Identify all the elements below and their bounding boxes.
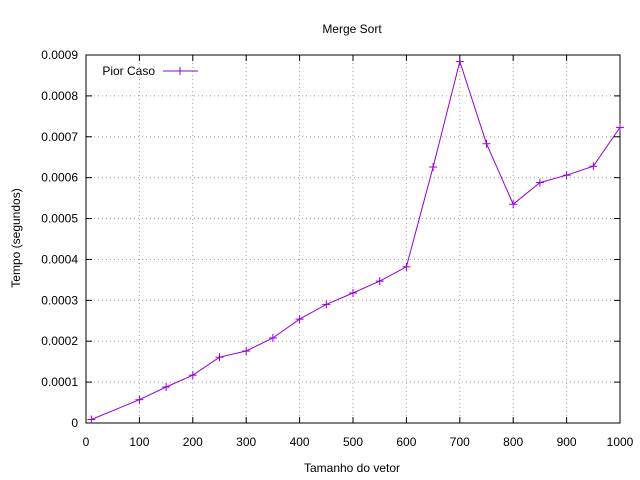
x-tick-label: 0 [83, 435, 90, 449]
x-tick-label: 300 [236, 435, 256, 449]
x-axis-label: Tamanho do vetor [304, 461, 400, 475]
x-tick-label: 800 [503, 435, 523, 449]
series-layer [87, 57, 624, 424]
data-point [349, 288, 357, 297]
data-point [295, 315, 304, 324]
y-tick-label: 0.0002 [41, 334, 78, 348]
y-tick-label: 0.0005 [41, 212, 78, 226]
y-tick-label: 0.0004 [41, 252, 78, 266]
series-line [91, 59, 621, 420]
axis-ticks: 0 0.0001 0.0002 0.0003 0.0004 0.0005 0.0006 0.0… [41, 48, 633, 449]
x-tick-label: 600 [396, 435, 416, 449]
legend-sample [163, 67, 198, 75]
data-point [429, 163, 438, 172]
x-tick-label: 700 [450, 435, 470, 449]
y-tick-label: 0.0007 [41, 130, 78, 144]
data-point [482, 139, 491, 148]
y-axis-label: Tempo (segundos) [9, 188, 23, 287]
data-point [162, 383, 171, 392]
x-tick-label: 400 [290, 435, 310, 449]
data-point [509, 200, 518, 209]
data-point [242, 347, 251, 356]
data-point [135, 395, 144, 404]
data-point [87, 415, 96, 424]
chart-title: Merge Sort [322, 22, 382, 36]
y-tick-label: 0.0001 [41, 375, 78, 389]
x-tick-label: 100 [129, 435, 149, 449]
y-tick-label: 0.0006 [41, 171, 78, 185]
y-tick-label: 0.0008 [41, 89, 78, 103]
y-tick-label: 0.0003 [41, 293, 78, 307]
data-point [562, 171, 571, 180]
legend-label: Pior Caso [102, 64, 155, 78]
legend: Pior Caso [102, 64, 198, 78]
data-point [375, 277, 384, 286]
data-point [188, 371, 197, 380]
data-point [322, 300, 331, 309]
data-point [616, 123, 624, 132]
x-tick-label: 200 [183, 435, 203, 449]
data-point [589, 162, 598, 171]
y-tick-label: 0 [71, 416, 78, 430]
x-tick-label: 900 [557, 435, 577, 449]
data-point [268, 333, 277, 342]
data-point [455, 57, 464, 66]
grid [86, 55, 620, 423]
plot-frame [85, 54, 621, 424]
data-point [535, 178, 544, 187]
x-tick-label: 1000 [607, 435, 634, 449]
x-tick-label: 500 [343, 435, 363, 449]
y-tick-label: 0.0009 [41, 48, 78, 62]
data-point [215, 353, 224, 362]
legend-marker [176, 67, 184, 75]
data-point [402, 262, 411, 271]
